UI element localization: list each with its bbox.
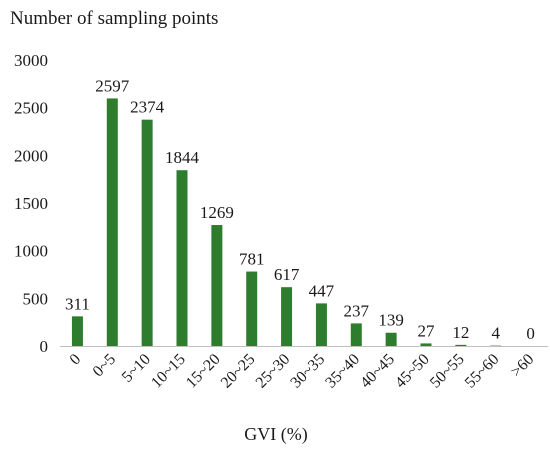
bar [281, 287, 293, 346]
bar [420, 343, 432, 346]
x-tick-label: 35~40 [322, 351, 363, 392]
data-label: 139 [378, 311, 404, 330]
data-label: 781 [239, 250, 265, 269]
bar [176, 170, 188, 346]
data-label: 1269 [200, 203, 234, 222]
x-tick-label: 0~5 [90, 351, 119, 380]
x-tick-label: 25~30 [253, 351, 294, 392]
x-tick-label: 55~60 [462, 351, 503, 392]
bar [141, 119, 153, 346]
y-tick-label: 0 [40, 337, 49, 356]
bars [71, 98, 502, 346]
data-label: 237 [344, 301, 370, 320]
y-tick-label: 1500 [14, 194, 48, 213]
data-label: 0 [526, 324, 535, 343]
y-tick-label: 500 [23, 289, 49, 308]
x-tick-label: 15~20 [183, 351, 224, 392]
bar [385, 332, 397, 346]
y-tick-labels: 0 500 1000 1500 2000 2500 3000 [14, 51, 48, 356]
y-tick-label: 2000 [14, 146, 48, 165]
y-tick-label: 2500 [14, 99, 48, 118]
x-tick-label: 20~25 [218, 351, 259, 392]
x-tick-label: 50~55 [427, 351, 468, 392]
bar [246, 271, 258, 346]
x-tick-label: 30~35 [287, 351, 328, 392]
x-tick-label: 45~50 [392, 351, 433, 392]
bar [71, 316, 83, 346]
bar [350, 323, 362, 346]
x-tick-label: 0 [67, 351, 85, 369]
data-label: 4 [491, 324, 500, 343]
data-label: 2597 [95, 76, 130, 95]
x-axis-label: GVI (%) [244, 424, 307, 445]
y-tick-label: 3000 [14, 51, 48, 70]
data-label: 447 [309, 281, 335, 300]
x-tick-label: 10~15 [148, 351, 189, 392]
data-label: 1844 [165, 148, 200, 167]
bar [106, 98, 118, 346]
data-label: 2374 [130, 98, 165, 117]
y-tick-label: 1000 [14, 242, 48, 261]
bar [211, 225, 223, 346]
x-tick-labels: 0 0~5 5~1010~1515~2020~2525~3030~3535~4040… [67, 351, 538, 392]
bar [315, 303, 327, 346]
data-label: 27 [418, 321, 436, 340]
data-label: 12 [452, 323, 469, 342]
data-label: 311 [65, 294, 90, 313]
y-axis-label: Number of sampling points [10, 8, 218, 29]
bar [455, 344, 467, 346]
data-label: 617 [274, 265, 300, 284]
x-tick-label: >60 [508, 351, 538, 381]
x-tick-label: 40~45 [357, 351, 398, 392]
